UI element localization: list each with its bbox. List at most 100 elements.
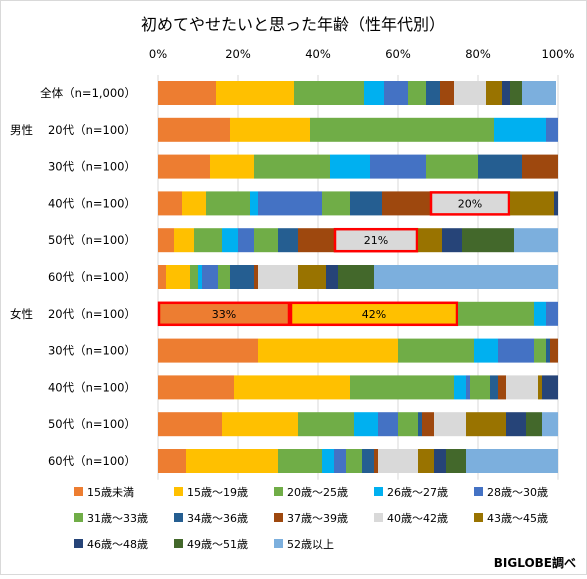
legend-label: 15歳～19歳 — [187, 486, 248, 499]
bar-segment — [546, 301, 558, 326]
bar-segment — [510, 191, 554, 216]
category-label: 30代（n=100） — [48, 160, 136, 174]
bar-segment — [202, 265, 218, 289]
bar-segment — [210, 154, 254, 179]
bar-segment — [158, 449, 186, 473]
bar-segment — [222, 412, 298, 437]
legend-label: 28歳～30歳 — [487, 486, 548, 499]
category-label: 50代（n=100） — [48, 233, 136, 247]
highlight-box — [289, 301, 459, 327]
x-tick-label: 20% — [225, 47, 251, 61]
bar-segment — [550, 338, 558, 363]
highlight-box — [429, 191, 511, 216]
category-label: 20代（n=100） — [48, 123, 136, 137]
bar-segment — [470, 375, 490, 400]
legend-swatch — [274, 487, 283, 496]
legend-label: 43歳～45歳 — [487, 512, 548, 525]
bar-segment — [230, 117, 310, 142]
bar-segment — [158, 117, 230, 142]
legend-swatch — [74, 487, 83, 496]
bar-segment — [234, 375, 350, 400]
bar-segment — [418, 412, 422, 437]
bar-segment — [430, 191, 510, 216]
bar-segment — [158, 412, 222, 437]
row-labels: 全体（n=1,000） 20代（n=100） 男性 30代（n=100） 40代（n=1… — [10, 86, 136, 468]
bar-segment — [466, 449, 558, 473]
bar-segment — [374, 449, 378, 473]
bar-segment — [298, 412, 354, 437]
bar-segment — [418, 228, 442, 253]
data-label: 33% — [212, 308, 236, 321]
bar-segment — [398, 412, 418, 437]
legend-swatch — [74, 539, 83, 548]
data-label: 42% — [362, 308, 386, 321]
bar-segment — [362, 449, 374, 473]
bar-segment — [338, 265, 374, 289]
bar-segment — [254, 265, 258, 289]
legend-label: 26歳～27歳 — [387, 486, 448, 499]
chart-title: 初めてやせたいと思った年齢（性年代別） — [141, 15, 445, 34]
bar-segment — [498, 375, 506, 400]
legend-swatch — [174, 513, 183, 522]
bar-segment — [198, 265, 202, 289]
bar-segment — [522, 154, 558, 179]
bar-segment — [158, 228, 174, 253]
bar-segment — [322, 191, 350, 216]
bar-segment — [278, 228, 298, 253]
legend-swatch — [274, 539, 283, 548]
legend-swatch — [474, 513, 483, 522]
bar-segment — [222, 228, 238, 253]
bar-segment — [426, 154, 478, 179]
bar-segment — [510, 81, 522, 105]
bar-segment — [250, 191, 258, 216]
legend-swatch — [374, 487, 383, 496]
bar-segment — [408, 81, 426, 105]
bar-segment — [526, 412, 542, 437]
bar-segment — [442, 228, 462, 253]
bar-segment — [230, 265, 254, 289]
bar-segment — [486, 81, 502, 105]
bar-segment — [498, 338, 534, 363]
bar-segment — [534, 301, 546, 326]
bar-segment — [554, 191, 558, 216]
legend-swatch — [174, 487, 183, 496]
bar-segment — [374, 265, 558, 289]
bar-segment — [422, 412, 434, 437]
category-label: 60代（n=100） — [48, 454, 136, 468]
legend-swatch — [274, 513, 283, 522]
legend-label: 46歳～48歳 — [87, 538, 148, 551]
bar-segment — [454, 81, 486, 105]
bar-segment — [434, 449, 446, 473]
bar-segment — [322, 449, 334, 473]
bar-segment — [538, 375, 542, 400]
group-label: 女性 — [10, 307, 33, 321]
bar-segment — [490, 375, 498, 400]
bar-segment — [158, 375, 234, 400]
legend-label: 49歳～51歳 — [187, 538, 248, 551]
data-label: 21% — [364, 234, 388, 247]
category-label: 20代（n=100） — [48, 307, 136, 321]
bars-area: 20% 21% 33% 42% — [157, 81, 558, 473]
bar-segment — [166, 265, 190, 289]
bar-segment — [194, 228, 222, 253]
category-label: 全体（n=1,000） — [40, 86, 136, 100]
bar-segment — [238, 228, 254, 253]
legend: 15歳未満 15歳～19歳 20歳～25歳 26歳～27歳 28歳～30歳 31歳～33歳… — [74, 486, 548, 551]
data-label: 20% — [458, 197, 482, 210]
category-label: 30代（n=100） — [48, 344, 136, 358]
bar-segment — [182, 191, 206, 216]
bar-segment — [506, 412, 526, 437]
x-axis-ticks: 0% 20% 40% 60% 80% 100% — [149, 47, 575, 61]
bar-segment — [174, 228, 194, 253]
bar-segment — [334, 449, 346, 473]
legend-swatch — [74, 513, 83, 522]
bar-segment — [294, 81, 364, 105]
bar-segment — [506, 375, 538, 400]
bar-segment — [378, 412, 398, 437]
bar-segment — [346, 449, 362, 473]
group-label: 男性 — [10, 123, 33, 137]
category-label: 60代（n=100） — [48, 270, 136, 284]
legend-label: 20歳～25歳 — [287, 486, 348, 499]
